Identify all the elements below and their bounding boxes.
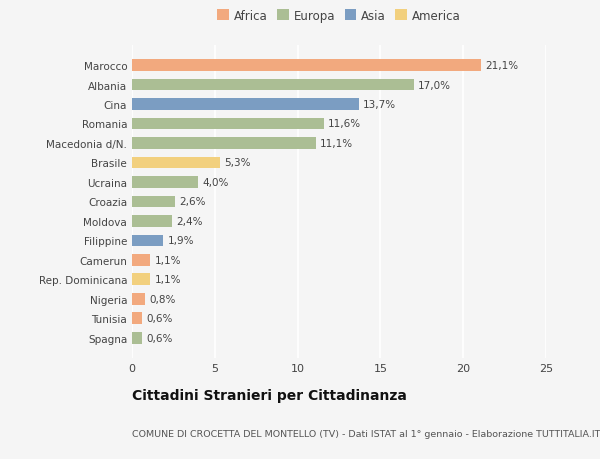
Text: 1,1%: 1,1% — [154, 274, 181, 285]
Bar — [132, 157, 220, 169]
Text: 11,1%: 11,1% — [320, 139, 353, 149]
Bar — [132, 118, 324, 130]
Text: 0,6%: 0,6% — [146, 313, 172, 324]
Text: 13,7%: 13,7% — [363, 100, 396, 110]
Bar — [132, 216, 172, 227]
Text: Cittadini Stranieri per Cittadinanza: Cittadini Stranieri per Cittadinanza — [132, 388, 407, 402]
Text: 0,6%: 0,6% — [146, 333, 172, 343]
Bar — [132, 99, 359, 111]
Bar — [132, 138, 316, 150]
Bar — [132, 293, 145, 305]
Bar — [132, 254, 150, 266]
Bar — [132, 235, 163, 246]
Bar — [132, 60, 481, 72]
Bar — [132, 177, 198, 188]
Text: 21,1%: 21,1% — [485, 61, 518, 71]
Text: 17,0%: 17,0% — [418, 80, 451, 90]
Text: 0,8%: 0,8% — [149, 294, 176, 304]
Bar — [132, 79, 413, 91]
Text: 4,0%: 4,0% — [202, 178, 229, 188]
Text: 2,4%: 2,4% — [176, 216, 202, 226]
Bar — [132, 313, 142, 325]
Bar — [132, 196, 175, 208]
Legend: Africa, Europa, Asia, America: Africa, Europa, Asia, America — [212, 5, 466, 28]
Text: 1,9%: 1,9% — [167, 236, 194, 246]
Text: COMUNE DI CROCETTA DEL MONTELLO (TV) - Dati ISTAT al 1° gennaio - Elaborazione T: COMUNE DI CROCETTA DEL MONTELLO (TV) - D… — [132, 429, 600, 438]
Text: 1,1%: 1,1% — [154, 255, 181, 265]
Text: 5,3%: 5,3% — [224, 158, 250, 168]
Bar — [132, 332, 142, 344]
Text: 11,6%: 11,6% — [328, 119, 361, 129]
Text: 2,6%: 2,6% — [179, 197, 206, 207]
Bar — [132, 274, 150, 285]
